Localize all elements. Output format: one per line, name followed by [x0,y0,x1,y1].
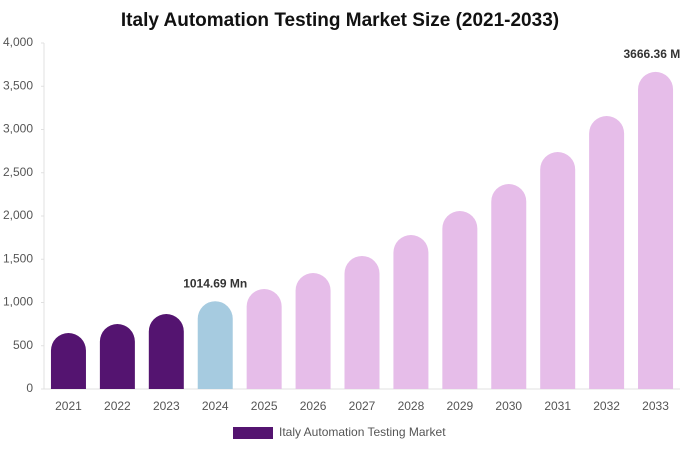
bar [442,210,478,389]
bar [295,273,331,389]
bar [638,71,674,389]
x-tick-label: 2033 [642,399,669,413]
bar [148,314,184,389]
bar [197,301,233,389]
y-tick-label: 0 [26,381,33,395]
x-tick-label: 2027 [349,399,376,413]
bar [50,333,86,389]
x-tick-label: 2031 [544,399,571,413]
bar [589,116,625,389]
y-tick-label: 3,500 [3,78,33,92]
x-tick-label: 2023 [153,399,180,413]
bar [540,151,576,389]
x-tick-label: 2028 [398,399,425,413]
bar [99,324,135,389]
y-tick-label: 3,000 [3,122,33,136]
y-tick-label: 2,000 [3,208,33,222]
bar [491,183,527,389]
y-tick-label: 1,000 [3,295,33,309]
bar [344,255,380,389]
x-tick-label: 2021 [55,399,82,413]
y-tick-label: 2,500 [3,165,33,179]
y-tick-label: 1,500 [3,251,33,265]
legend-label: Italy Automation Testing Market [279,425,446,439]
data-label: 1014.69 Mn [183,276,247,290]
bar [393,235,429,389]
legend-swatch [233,427,273,439]
x-tick-label: 2029 [446,399,473,413]
x-tick-label: 2026 [300,399,327,413]
x-tick-label: 2032 [593,399,620,413]
x-tick-label: 2030 [495,399,522,413]
data-label: 3666.36 Mn [624,47,680,61]
x-tick-label: 2022 [104,399,131,413]
x-tick-label: 2025 [251,399,278,413]
x-tick-label: 2024 [202,399,229,413]
y-tick-label: 500 [13,338,33,352]
y-tick-label: 4,000 [3,35,33,49]
bar [246,289,282,389]
chart-title: Italy Automation Testing Market Size (20… [121,10,559,31]
